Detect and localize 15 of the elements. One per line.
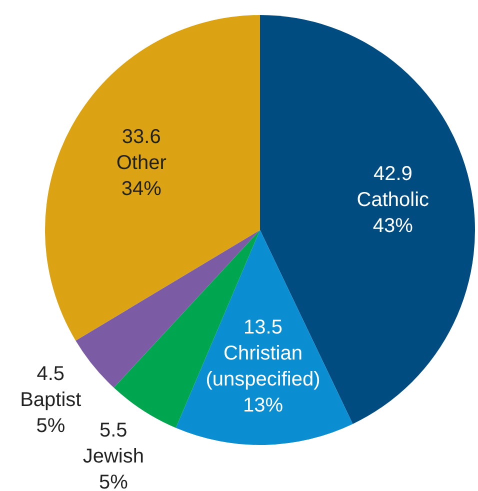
data-label: 5.5	[99, 419, 128, 442]
text: 34%	[121, 178, 162, 200]
slice-label: Christian (unspecified)	[206, 342, 320, 390]
text: 5%	[98, 471, 128, 491]
data-label: 4.5	[36, 362, 65, 385]
slice-label: Catholic	[356, 188, 430, 211]
slice-label: Jewish	[82, 445, 144, 468]
slice-label: Other	[116, 152, 167, 174]
data-label: 13.5	[244, 316, 282, 338]
text: 13%	[242, 394, 284, 416]
slice-label: Baptist	[20, 388, 82, 411]
data-label: 33.6	[122, 126, 161, 148]
data-label: 42.9	[373, 162, 412, 185]
text: 5%	[36, 414, 66, 437]
text: 43%	[372, 214, 414, 237]
